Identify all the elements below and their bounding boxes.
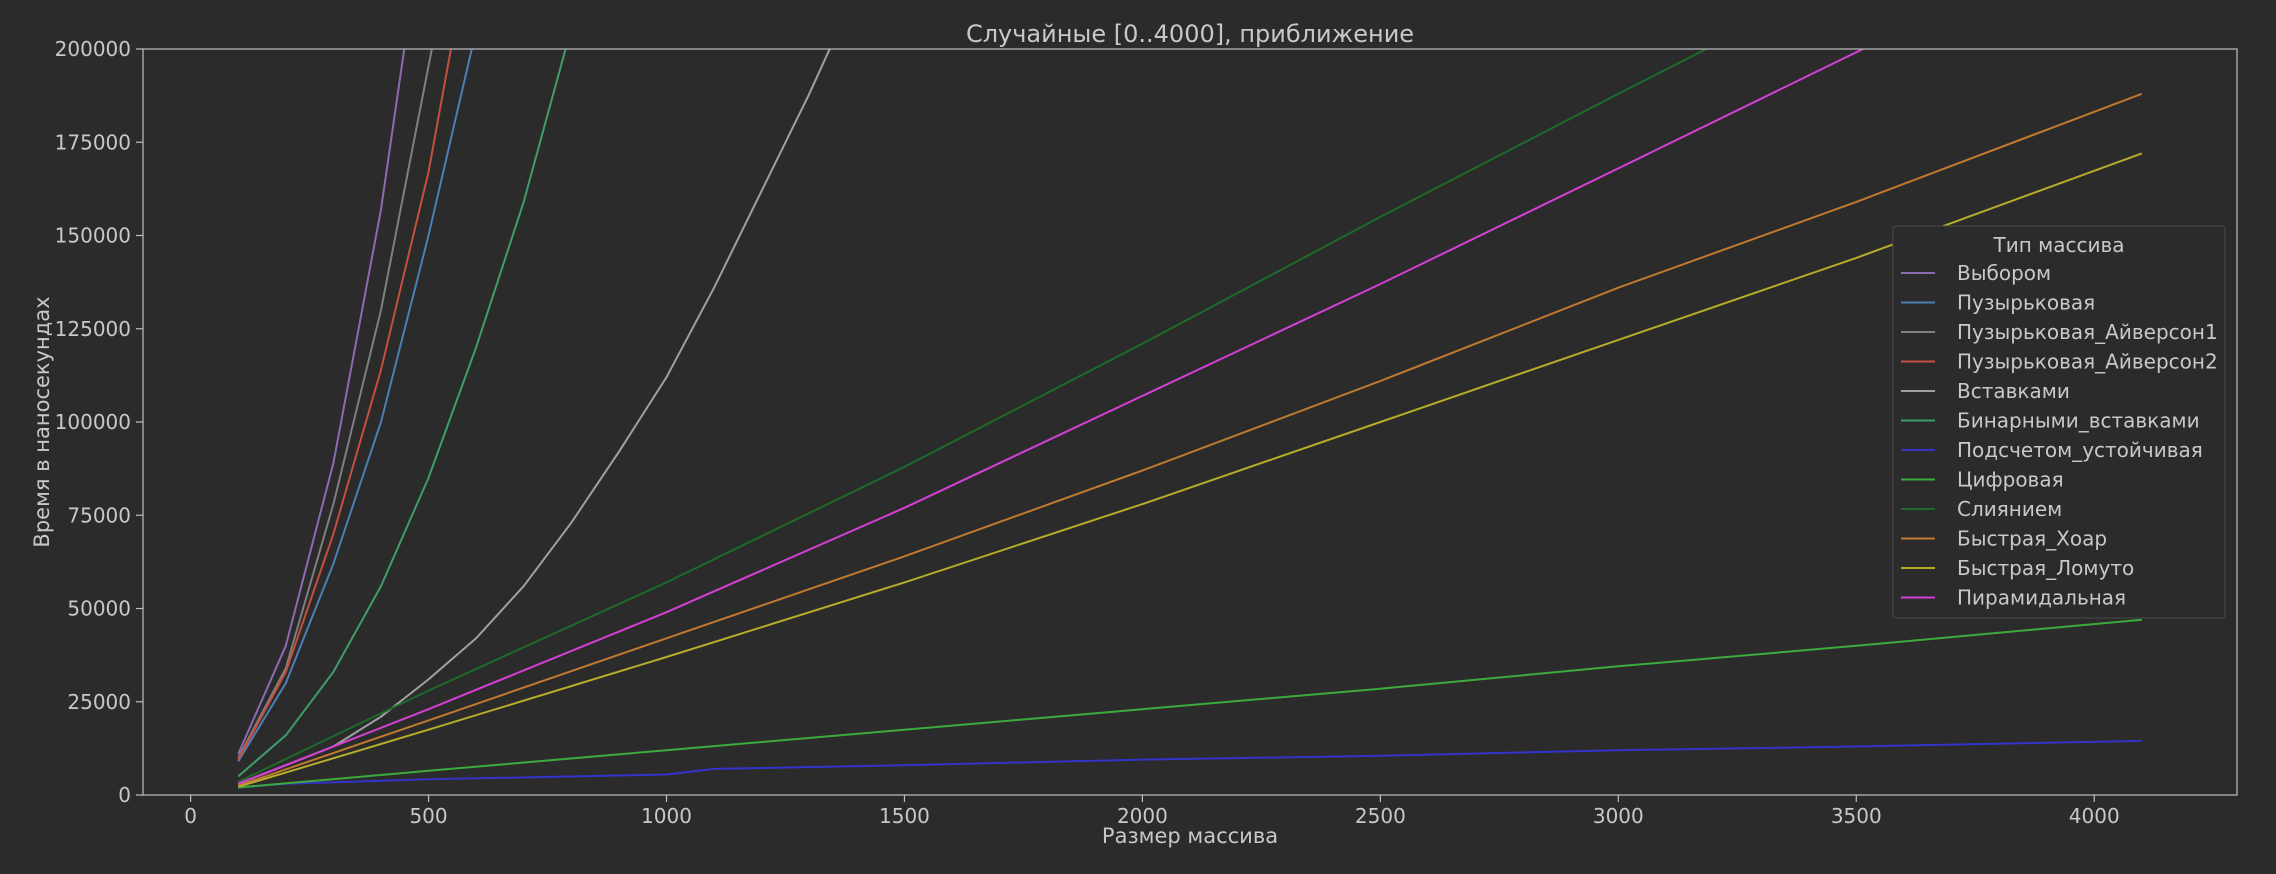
x-tick-label: 0 xyxy=(184,804,197,828)
legend-label: Бинарными_вставками xyxy=(1957,409,2200,433)
x-tick-label: 2500 xyxy=(1355,804,1406,828)
legend-label: Вставками xyxy=(1957,379,2070,403)
legend-label: Пузырьковая_Айверсон2 xyxy=(1957,350,2218,374)
x-tick-label: 500 xyxy=(409,804,447,828)
x-tick-label: 3500 xyxy=(1831,804,1882,828)
legend-title: Тип массива xyxy=(1992,233,2124,257)
series-line-4 xyxy=(237,49,831,785)
y-tick-label: 125000 xyxy=(55,317,131,341)
x-tick-label: 3000 xyxy=(1593,804,1644,828)
lines-layer xyxy=(237,49,2143,789)
y-tick-label: 25000 xyxy=(67,690,131,714)
y-axis-title: Время в наносекундах xyxy=(30,296,54,547)
y-tick-label: 75000 xyxy=(67,503,131,527)
series-line-3 xyxy=(237,49,452,761)
series-line-7 xyxy=(238,618,2142,789)
y-tick-label: 200000 xyxy=(55,37,131,61)
x-tick-label: 1500 xyxy=(879,804,930,828)
y-tick-label: 150000 xyxy=(55,224,131,248)
series-line-10 xyxy=(237,152,2143,788)
legend: Тип массива Выбором Пузырьковая Пузырьковая… xyxy=(1892,225,2226,619)
y-tick-label: 100000 xyxy=(55,410,131,434)
y-tick-label: 0 xyxy=(118,783,131,807)
legend-label: Слиянием xyxy=(1957,497,2062,521)
legend-box xyxy=(1892,225,2226,619)
series-line-11 xyxy=(237,49,1866,785)
y-axis: 0 25000 50000 75000 100000 125000 150000 175000… xyxy=(55,37,143,807)
series-line-2 xyxy=(237,49,433,759)
legend-label: Пузырьковая xyxy=(1957,291,2095,315)
x-tick-label: 2000 xyxy=(1117,804,1168,828)
series-line-5 xyxy=(237,49,567,778)
y-tick-label: 175000 xyxy=(55,130,131,154)
legend-label: Пузырьковая_Айверсон1 xyxy=(1957,320,2218,344)
x-axis: 0 500 1000 1500 2000 2500 3000 3500 4000 xyxy=(184,795,2120,828)
series-line-1 xyxy=(237,49,473,762)
legend-label: Быстрая_Хоар xyxy=(1957,527,2107,551)
legend-label: Цифровая xyxy=(1957,468,2064,492)
legend-label: Быстрая_Ломуто xyxy=(1957,556,2134,580)
y-tick-label: 50000 xyxy=(67,597,131,621)
x-tick-label: 1000 xyxy=(641,804,692,828)
legend-label: Пирамидальная xyxy=(1957,586,2126,610)
series-line-6 xyxy=(238,739,2142,789)
chart-title: Случайные [0..4000], приближение xyxy=(966,20,1414,48)
series-line-9 xyxy=(237,92,2143,787)
x-tick-label: 4000 xyxy=(2069,804,2120,828)
x-axis-title: Размер массива xyxy=(1102,824,1278,848)
legend-label: Подсчетом_устойчивая xyxy=(1957,438,2203,462)
series-line-8 xyxy=(237,49,1709,783)
legend-label: Выбором xyxy=(1957,261,2051,285)
series-line-0 xyxy=(237,49,406,755)
